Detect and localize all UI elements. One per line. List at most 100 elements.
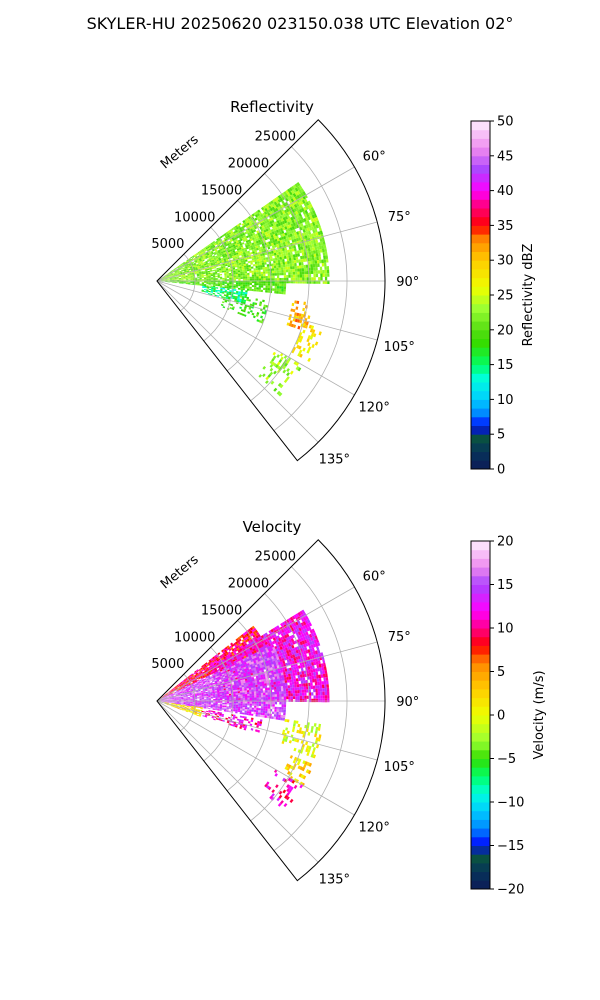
radar-gate: [243, 308, 247, 311]
radar-gate: [295, 306, 299, 310]
radar-gate: [165, 693, 168, 696]
radar-gate: [236, 300, 239, 303]
radar-gate: [299, 268, 302, 272]
radar-gate: [251, 641, 255, 645]
radar-gate: [202, 680, 205, 683]
radar-gate: [235, 671, 239, 675]
radar-gate: [320, 273, 323, 277]
radar-gate: [244, 306, 247, 309]
radar-gate: [296, 190, 301, 195]
radar-gate: [278, 251, 282, 255]
radar-gate: [291, 219, 295, 224]
radar-gate: [243, 234, 246, 238]
radar-gate: [213, 667, 217, 670]
radar-gate: [322, 695, 325, 699]
radar-gate: [201, 684, 204, 686]
radar-gate: [160, 278, 163, 280]
radar-gate: [171, 689, 174, 692]
radar-gate: [235, 659, 239, 663]
radar-gate: [323, 255, 326, 260]
radar-gate: [283, 657, 287, 661]
radar-gate: [280, 622, 284, 627]
radar-gate: [200, 671, 203, 674]
radar-gate: [226, 274, 229, 277]
radar-gate: [187, 692, 190, 695]
radar-gate: [306, 689, 309, 693]
radar-gate: [260, 228, 264, 232]
radar-gate: [237, 268, 240, 271]
radar-gate: [172, 279, 175, 280]
radar-gate: [305, 631, 309, 636]
radar-gate: [186, 263, 189, 266]
radar-gate: [269, 651, 273, 655]
radar-gate: [244, 267, 247, 270]
radar-gate: [231, 667, 235, 670]
radar-gate: [199, 669, 202, 672]
radar-gate: [278, 359, 283, 363]
radar-gate: [180, 695, 184, 697]
radar-gate: [246, 267, 249, 270]
radar-gate: [267, 659, 271, 663]
radar-gate: [176, 269, 179, 272]
radar-gate: [250, 262, 253, 265]
radar-gate: [167, 272, 170, 275]
radar-gate: [237, 266, 240, 269]
radar-gate: [307, 656, 311, 660]
radar-gate: [189, 270, 192, 272]
radar-gate: [229, 229, 233, 232]
radar-gate: [215, 279, 218, 281]
reflectivity-panel: Reflectivity 60°75°90°105°120°135°500010…: [151, 98, 536, 478]
radar-gate: [216, 662, 219, 666]
radar-gate: [180, 687, 183, 689]
radar-gate: [190, 673, 193, 676]
radar-gate: [296, 194, 301, 199]
radar-gate: [258, 271, 261, 275]
radar-gate: [233, 284, 236, 286]
radar-gate: [165, 699, 168, 700]
range-ring: [180, 253, 196, 312]
radar-gate: [201, 678, 204, 681]
radar-gate: [263, 676, 266, 680]
radar-gate: [196, 690, 199, 693]
radar-gate: [289, 645, 293, 650]
radar-gate: [185, 687, 188, 690]
azimuth-tick-label: 120°: [359, 400, 390, 415]
radar-gate: [250, 681, 253, 684]
radar-gate: [201, 278, 205, 280]
radar-gate: [198, 684, 202, 686]
radar-gate: [176, 684, 179, 687]
radar-gate: [190, 688, 194, 691]
radar-gate: [241, 667, 245, 671]
radar-gate: [173, 274, 176, 276]
radar-gate: [277, 281, 280, 284]
radar-gate: [312, 210, 316, 215]
radar-gate: [252, 634, 256, 638]
radar-gate: [298, 246, 302, 251]
radar-gate: [162, 277, 165, 279]
radar-gate: [301, 265, 304, 269]
radar-gate: [325, 673, 328, 678]
radar-gate: [258, 211, 262, 216]
radar-gate: [177, 272, 180, 274]
radar-gate: [307, 230, 312, 235]
radar-gate: [175, 272, 178, 274]
radar-gate: [164, 277, 167, 279]
radar-gate: [307, 342, 311, 347]
radar-gate: [262, 212, 266, 217]
radar-gate: [253, 270, 257, 273]
radar-gate: [230, 660, 234, 663]
radar-gate: [175, 692, 178, 694]
radar-gate: [233, 279, 236, 281]
radar-gate: [300, 622, 305, 627]
radar-gate: [268, 224, 272, 228]
radar-gate: [287, 249, 290, 253]
radar-gate: [167, 698, 170, 700]
radar-gate: [243, 299, 247, 302]
radar-gate: [176, 685, 179, 687]
radar-gate: [311, 665, 315, 670]
radar-gate: [207, 661, 211, 665]
radar-gate: [172, 271, 175, 273]
radar-gate: [236, 223, 240, 227]
radar-gate: [199, 251, 203, 254]
radar-gate: [317, 642, 321, 647]
